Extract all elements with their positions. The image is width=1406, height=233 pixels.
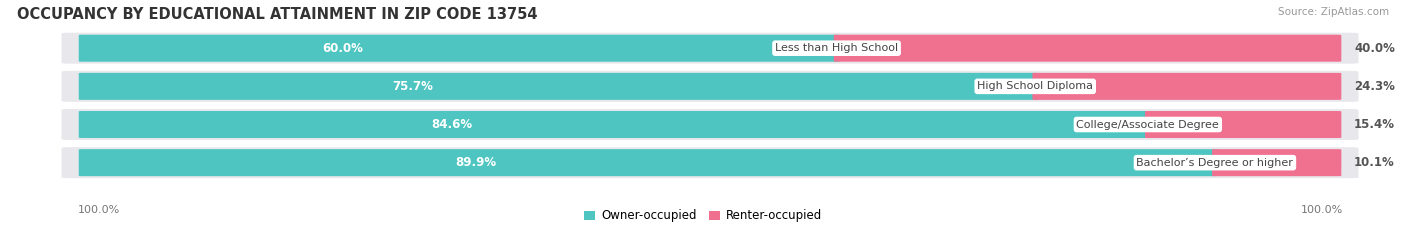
FancyBboxPatch shape [834, 35, 1341, 62]
FancyBboxPatch shape [60, 32, 1360, 65]
Text: 75.7%: 75.7% [392, 80, 433, 93]
FancyBboxPatch shape [1212, 149, 1341, 176]
Text: 40.0%: 40.0% [1354, 42, 1395, 55]
FancyBboxPatch shape [1144, 111, 1341, 138]
FancyBboxPatch shape [79, 149, 1218, 176]
Text: 84.6%: 84.6% [432, 118, 472, 131]
FancyBboxPatch shape [79, 111, 1150, 138]
Text: Bachelor’s Degree or higher: Bachelor’s Degree or higher [1136, 158, 1294, 168]
FancyBboxPatch shape [1032, 73, 1341, 100]
Text: 60.0%: 60.0% [322, 42, 364, 55]
Text: 10.1%: 10.1% [1354, 156, 1395, 169]
FancyBboxPatch shape [79, 35, 839, 62]
Text: High School Diploma: High School Diploma [977, 81, 1094, 91]
Text: College/Associate Degree: College/Associate Degree [1077, 120, 1219, 130]
Legend: Owner-occupied, Renter-occupied: Owner-occupied, Renter-occupied [579, 205, 827, 227]
FancyBboxPatch shape [79, 73, 1038, 100]
Text: 100.0%: 100.0% [77, 205, 120, 215]
FancyBboxPatch shape [60, 108, 1360, 141]
Text: 100.0%: 100.0% [1301, 205, 1343, 215]
Text: Source: ZipAtlas.com: Source: ZipAtlas.com [1278, 7, 1389, 17]
Text: 89.9%: 89.9% [456, 156, 496, 169]
Text: OCCUPANCY BY EDUCATIONAL ATTAINMENT IN ZIP CODE 13754: OCCUPANCY BY EDUCATIONAL ATTAINMENT IN Z… [17, 7, 537, 22]
FancyBboxPatch shape [60, 146, 1360, 179]
Text: 15.4%: 15.4% [1354, 118, 1395, 131]
Text: 24.3%: 24.3% [1354, 80, 1395, 93]
Text: Less than High School: Less than High School [775, 43, 898, 53]
FancyBboxPatch shape [60, 70, 1360, 103]
